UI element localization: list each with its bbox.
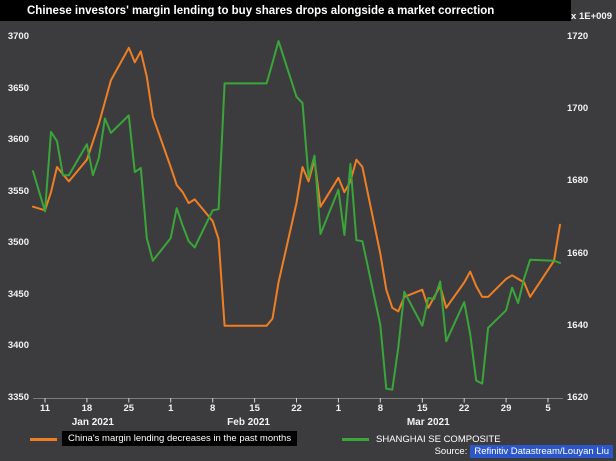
right-axis-tick-1660: 1660 (567, 247, 589, 259)
left-axis-tick-3600: 3600 (7, 134, 29, 146)
right-axis-unit-label: x 1E+009 (571, 11, 612, 22)
left-axis-tick-3700: 3700 (7, 31, 29, 42)
source-line: Source: Refinitiv Datastream/Louyan Liu (434, 445, 613, 458)
month-label-jan: Jan 2021 (71, 417, 114, 428)
right-axis-tick-1700: 1700 (567, 103, 589, 115)
source-prefix-label: Source: (434, 446, 468, 457)
right-axis-tick-1720: 1720 (567, 31, 589, 42)
legend-marker-shanghai-composite (342, 438, 369, 441)
legend-label-shanghai-composite: SHANGHAI SE COMPOSITE (376, 434, 501, 445)
right-axis-tick-1680: 1680 (567, 175, 589, 187)
legend: China's margin lending decreases in the … (0, 431, 616, 448)
right-axis-tick-1640: 1640 (567, 319, 589, 331)
legend-label-margin-lending: China's margin lending decreases in the … (62, 431, 298, 446)
x-axis-tick-8: 8 (210, 403, 216, 414)
left-axis-tick-3650: 3650 (7, 82, 29, 94)
series-line-shanghai-composite (32, 40, 561, 391)
month-label-mar: Mar 2021 (406, 417, 450, 428)
x-axis-tick-8: 8 (377, 403, 383, 414)
left-axis-tick-3500: 3500 (7, 237, 29, 249)
x-axis-tick-29: 29 (500, 403, 512, 414)
series-line-margin-lending (32, 46, 561, 327)
left-axis-tick-3400: 3400 (7, 340, 29, 352)
x-axis-tick-11: 11 (39, 403, 50, 414)
x-axis-tick-22: 22 (291, 403, 302, 414)
right-axis-tick-1620: 1620 (567, 392, 589, 403)
x-axis-tick-15: 15 (416, 403, 428, 414)
legend-marker-margin-lending (30, 438, 57, 441)
x-axis-tick-15: 15 (249, 403, 260, 414)
x-axis-tick-22: 22 (458, 403, 470, 414)
x-axis-tick-25: 25 (123, 403, 135, 414)
month-label-feb: Feb 2021 (227, 417, 270, 428)
chart-title: Chinese investors' margin lending to buy… (27, 4, 495, 17)
chart-title-bar: Chinese investors' margin lending to buy… (0, 0, 571, 21)
x-axis-tick-18: 18 (81, 403, 93, 414)
x-axis-tick-1: 1 (335, 403, 342, 414)
source-attribution: Refinitiv Datastream/Louyan Liu (470, 445, 613, 458)
x-axis-tick-5: 5 (545, 403, 551, 414)
left-axis-tick-3350: 3350 (7, 392, 29, 403)
left-axis-tick-3450: 3450 (7, 288, 29, 300)
left-axis-tick-3550: 3550 (7, 185, 29, 197)
x-axis-tick-1: 1 (168, 403, 174, 414)
